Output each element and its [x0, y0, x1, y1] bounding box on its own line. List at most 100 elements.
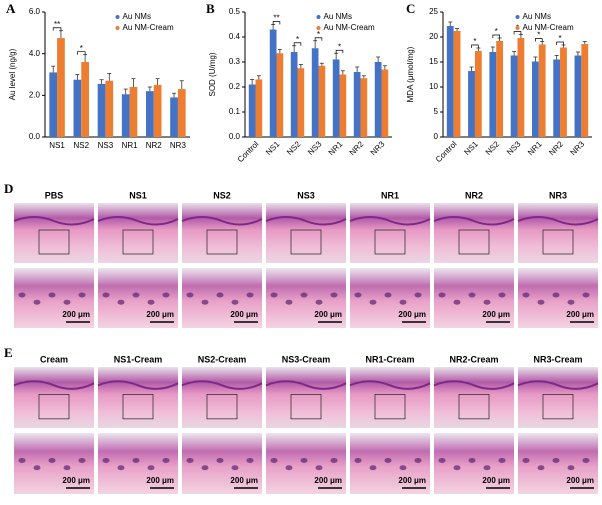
bar	[170, 97, 178, 137]
follicle	[369, 465, 377, 471]
follicle	[552, 457, 560, 463]
tissue-edge	[181, 216, 263, 226]
bar	[97, 83, 106, 137]
column-label: NS1	[129, 190, 147, 200]
follicle	[78, 292, 86, 298]
bar	[73, 79, 82, 137]
bar	[49, 72, 58, 137]
significance-label: **	[54, 20, 60, 29]
micrograph-low	[434, 367, 514, 428]
y-tick-label: 6.0	[29, 7, 41, 16]
y-tick-label: 20	[429, 32, 438, 41]
zoom-box	[122, 229, 154, 255]
bar	[105, 80, 114, 137]
panel-label: E	[4, 345, 13, 360]
micrograph-high	[98, 433, 178, 494]
column-label: NR2	[465, 190, 483, 200]
significance-bracket	[535, 38, 543, 42]
x-tick-label: NS1	[462, 139, 480, 157]
zoom-box	[206, 229, 238, 255]
follicle	[63, 299, 71, 305]
micrograph-low	[518, 367, 598, 428]
bar	[248, 84, 256, 137]
follicle	[384, 457, 392, 463]
x-tick-label: NS3	[306, 139, 324, 157]
micrograph-high	[350, 433, 430, 494]
follicle	[438, 292, 446, 298]
zoom-box	[542, 229, 574, 255]
x-tick-label: NR3	[369, 139, 387, 157]
bar	[297, 68, 305, 137]
legend-label: Au NMs	[123, 12, 151, 21]
bar	[553, 59, 561, 137]
panel-label: C	[406, 1, 415, 16]
zoom-box	[458, 394, 490, 420]
micrograph-high	[266, 268, 346, 328]
follicle	[468, 292, 476, 298]
x-tick-label: NR2	[348, 139, 366, 157]
tissue-edge	[517, 216, 599, 226]
y-tick-label: 0.0	[229, 132, 241, 141]
follicle	[231, 299, 239, 305]
follicle	[384, 292, 392, 298]
scale-bar-label: 200 μm	[62, 476, 90, 485]
bar	[311, 48, 319, 137]
micrograph-high	[350, 268, 430, 328]
bar	[496, 41, 504, 137]
bar	[290, 52, 298, 137]
bar	[269, 29, 277, 137]
legend-marker	[115, 15, 120, 19]
legend-marker	[115, 26, 120, 30]
legend-label: Au NMs	[523, 12, 551, 21]
tissue-edge	[265, 216, 347, 226]
follicle	[201, 299, 209, 305]
scale-bar-label: 200 μm	[566, 310, 594, 319]
micrograph-high	[266, 433, 346, 494]
y-tick-label: 0	[434, 132, 439, 141]
tissue-edge	[97, 380, 179, 390]
scale-bar-label: 200 μm	[398, 310, 426, 319]
zoom-box	[290, 229, 322, 255]
bar	[517, 38, 525, 137]
x-tick-label: NS3	[98, 141, 114, 150]
panel-label: B	[206, 1, 215, 16]
bar	[332, 59, 340, 137]
y-tick-label: 2.0	[29, 90, 41, 99]
micrograph-low	[98, 367, 178, 428]
follicle	[537, 299, 545, 305]
follicle	[567, 299, 575, 305]
scale-bar-label: 200 μm	[314, 310, 342, 319]
column-label: NR2-Cream	[449, 354, 498, 364]
bar	[121, 94, 130, 137]
significance-label: *	[495, 27, 498, 36]
bar	[446, 26, 454, 137]
follicle	[582, 457, 590, 463]
follicle	[468, 457, 476, 463]
follicle	[414, 292, 422, 298]
x-tick-label: Control	[236, 139, 261, 164]
micrograph-high	[518, 433, 598, 494]
follicle	[300, 292, 308, 298]
bar	[574, 55, 582, 137]
x-tick-label: NR1	[122, 141, 139, 150]
zoom-box	[458, 229, 490, 255]
column-label: NS2	[213, 190, 231, 200]
tissue-edge	[265, 380, 347, 390]
significance-label: *	[80, 44, 83, 53]
follicle	[498, 292, 506, 298]
micrograph-high	[182, 268, 262, 328]
zoom-box	[122, 394, 154, 420]
micrograph-high	[434, 433, 514, 494]
follicle	[18, 457, 26, 463]
bar	[353, 72, 361, 137]
follicle	[552, 292, 560, 298]
bar	[177, 89, 186, 137]
scale-bar-label: 200 μm	[230, 476, 258, 485]
column-label: NS1-Cream	[114, 354, 163, 364]
tissue-edge	[433, 216, 515, 226]
follicle	[246, 457, 254, 463]
micrograph-high	[434, 268, 514, 328]
bar	[318, 65, 326, 137]
follicle	[117, 465, 125, 471]
x-tick-label: NS1	[264, 139, 282, 157]
